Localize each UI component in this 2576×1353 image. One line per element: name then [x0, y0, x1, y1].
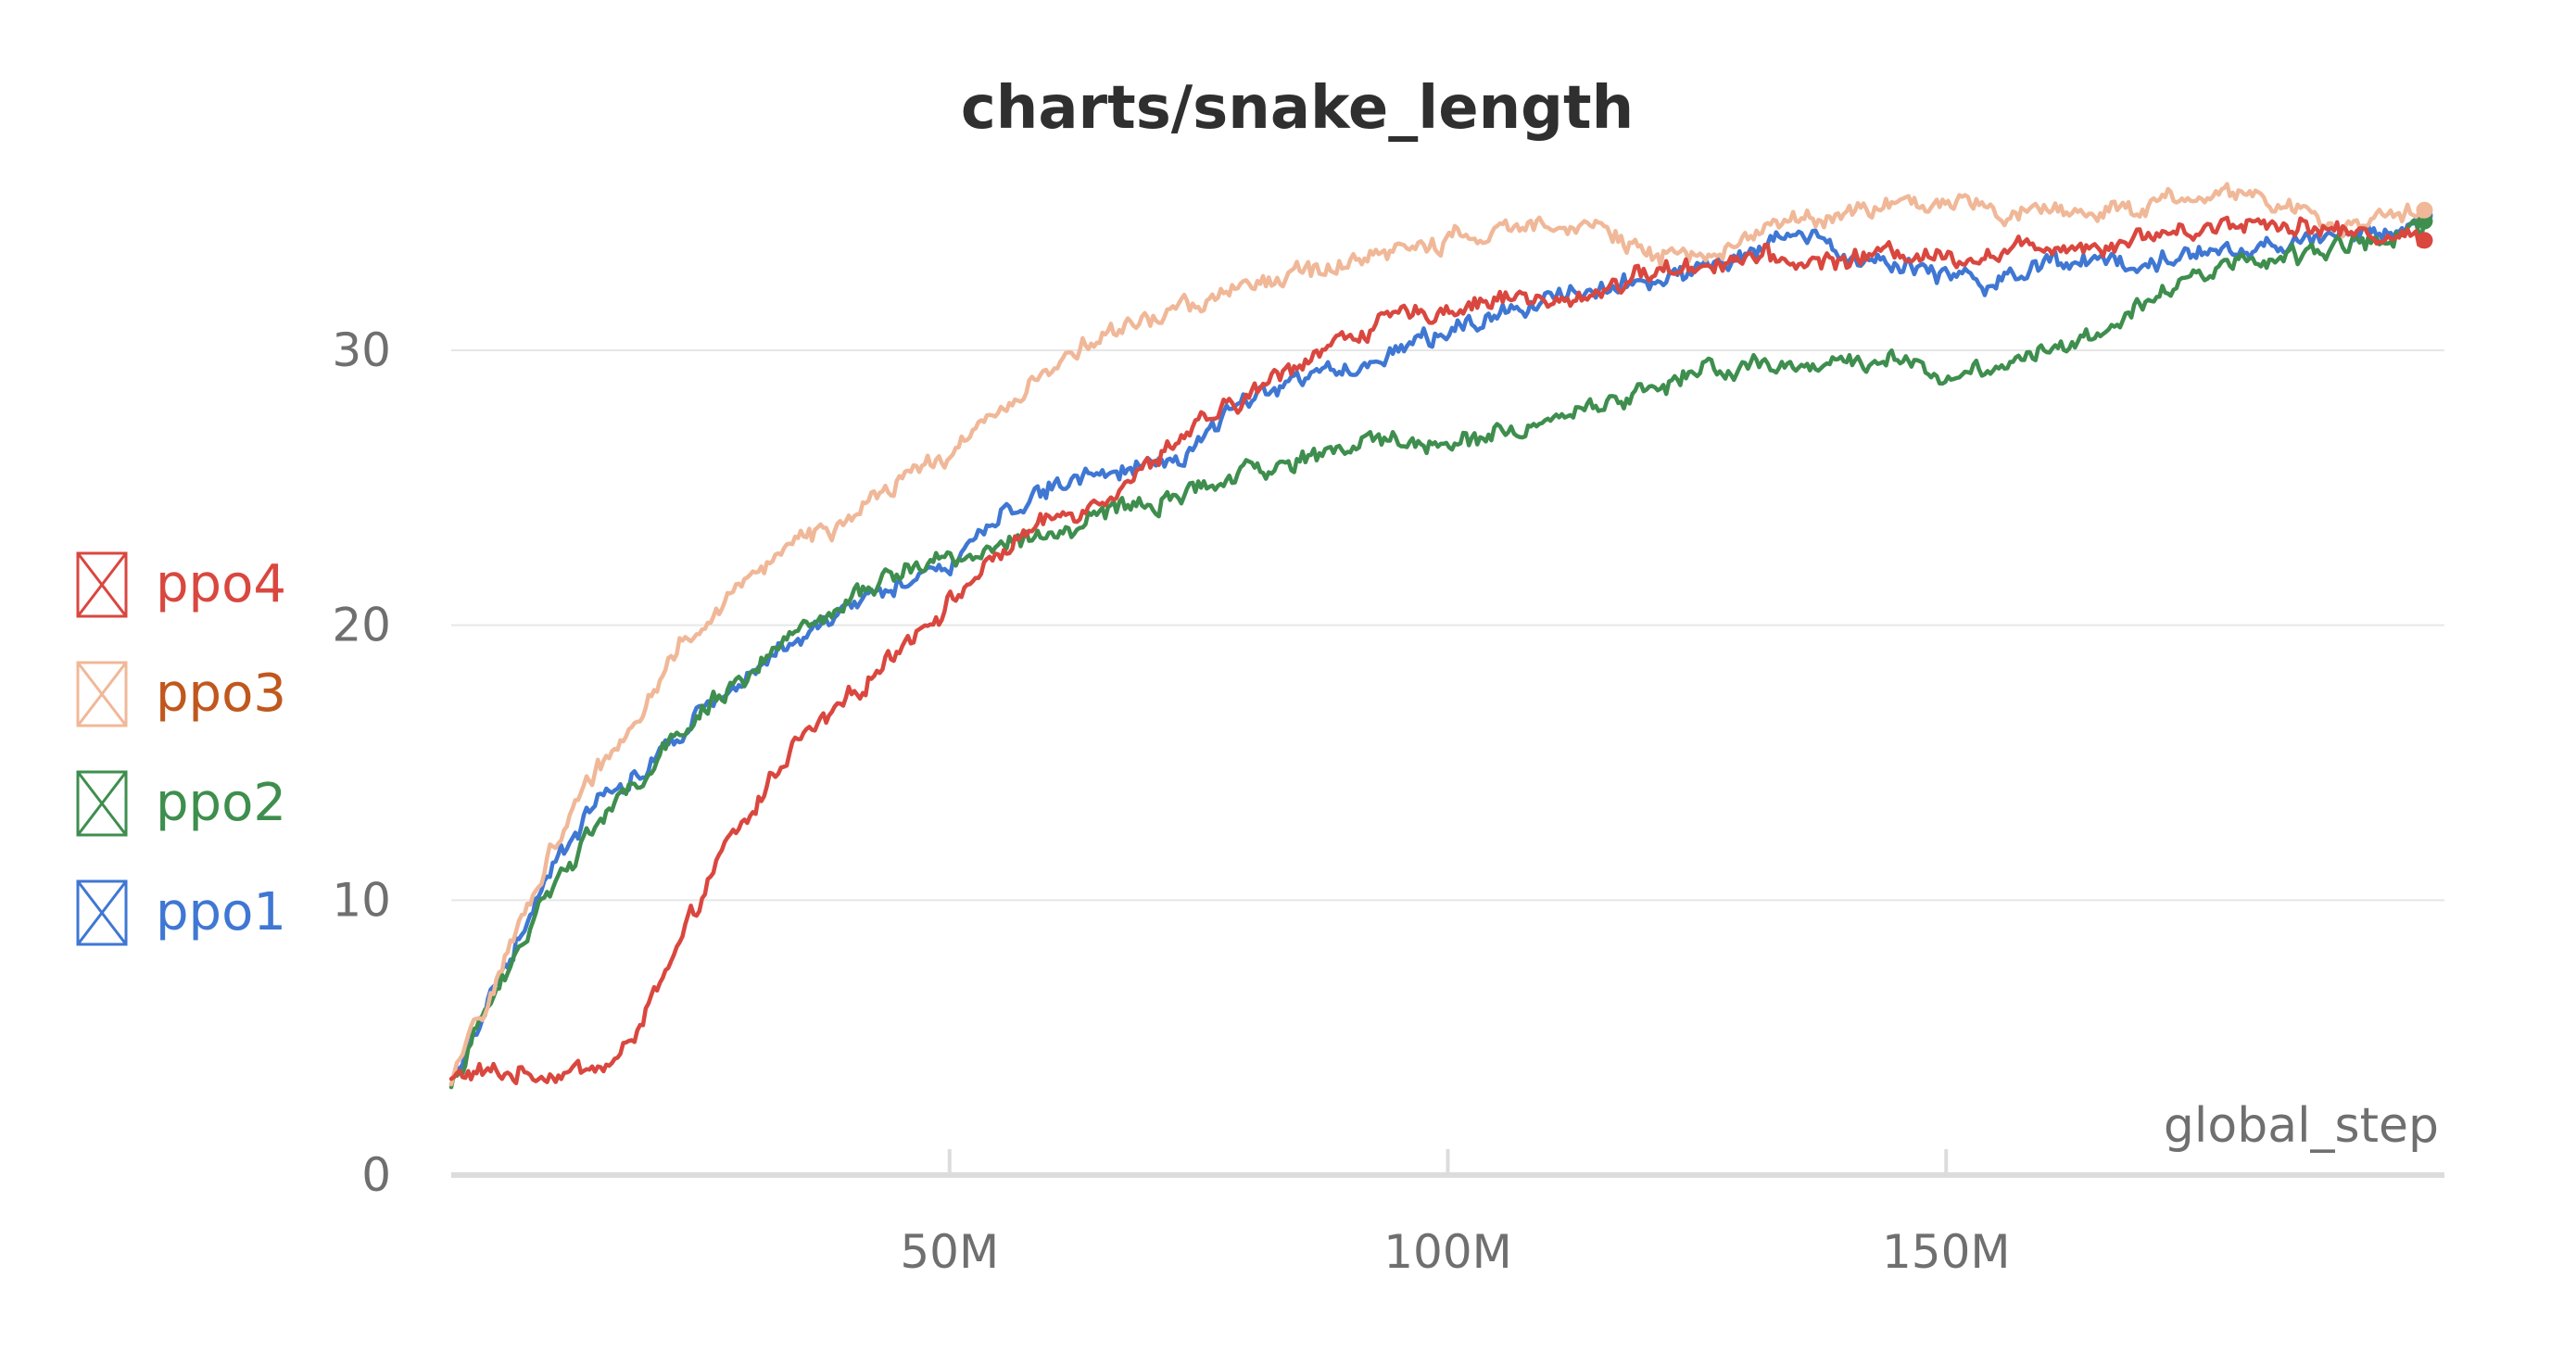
series-line-ppo4 [448, 215, 2427, 1086]
chart-title: charts/snake_length [961, 74, 1634, 143]
legend-label: ppo1 [156, 882, 286, 942]
legend-label: ppo2 [156, 773, 286, 833]
legend-item-ppo1[interactable]: ppo1 [76, 858, 286, 967]
series-line-ppo1 [448, 209, 2427, 1087]
x-tick-label: 150M [1882, 1225, 2011, 1279]
legend-item-ppo2[interactable]: ppo2 [76, 749, 286, 858]
y-tick-label: 20 [332, 599, 391, 652]
x-tick-label: 100M [1383, 1225, 1512, 1279]
legend-label: ppo4 [156, 554, 286, 614]
legend-toggle-icon[interactable] [76, 551, 128, 618]
series-end-point-ppo4 [2416, 232, 2433, 249]
y-tick-label: 0 [361, 1148, 391, 1202]
series-line-ppo3 [448, 182, 2427, 1087]
x-axis-title: global_step [2164, 1098, 2439, 1154]
x-tick-label: 50M [900, 1225, 999, 1279]
series-end-point-ppo3 [2416, 201, 2433, 219]
legend-toggle-icon[interactable] [76, 661, 128, 727]
legend-toggle-icon[interactable] [76, 879, 128, 946]
y-tick-label: 30 [332, 323, 391, 377]
series-lines [448, 182, 2433, 1090]
y-tick-label: 10 [332, 873, 391, 927]
axes: 0 10 20 30 50M 100M 150M [332, 323, 2444, 1279]
legend-item-ppo4[interactable]: ppo4 [76, 530, 286, 639]
legend-item-ppo3[interactable]: ppo3 [76, 639, 286, 749]
legend[interactable]: ppo4 ppo3 ppo2 ppo1 [76, 530, 286, 967]
grid [451, 349, 2444, 902]
legend-toggle-icon[interactable] [76, 770, 128, 837]
legend-label: ppo3 [156, 664, 286, 724]
series-line-ppo2 [448, 218, 2427, 1090]
